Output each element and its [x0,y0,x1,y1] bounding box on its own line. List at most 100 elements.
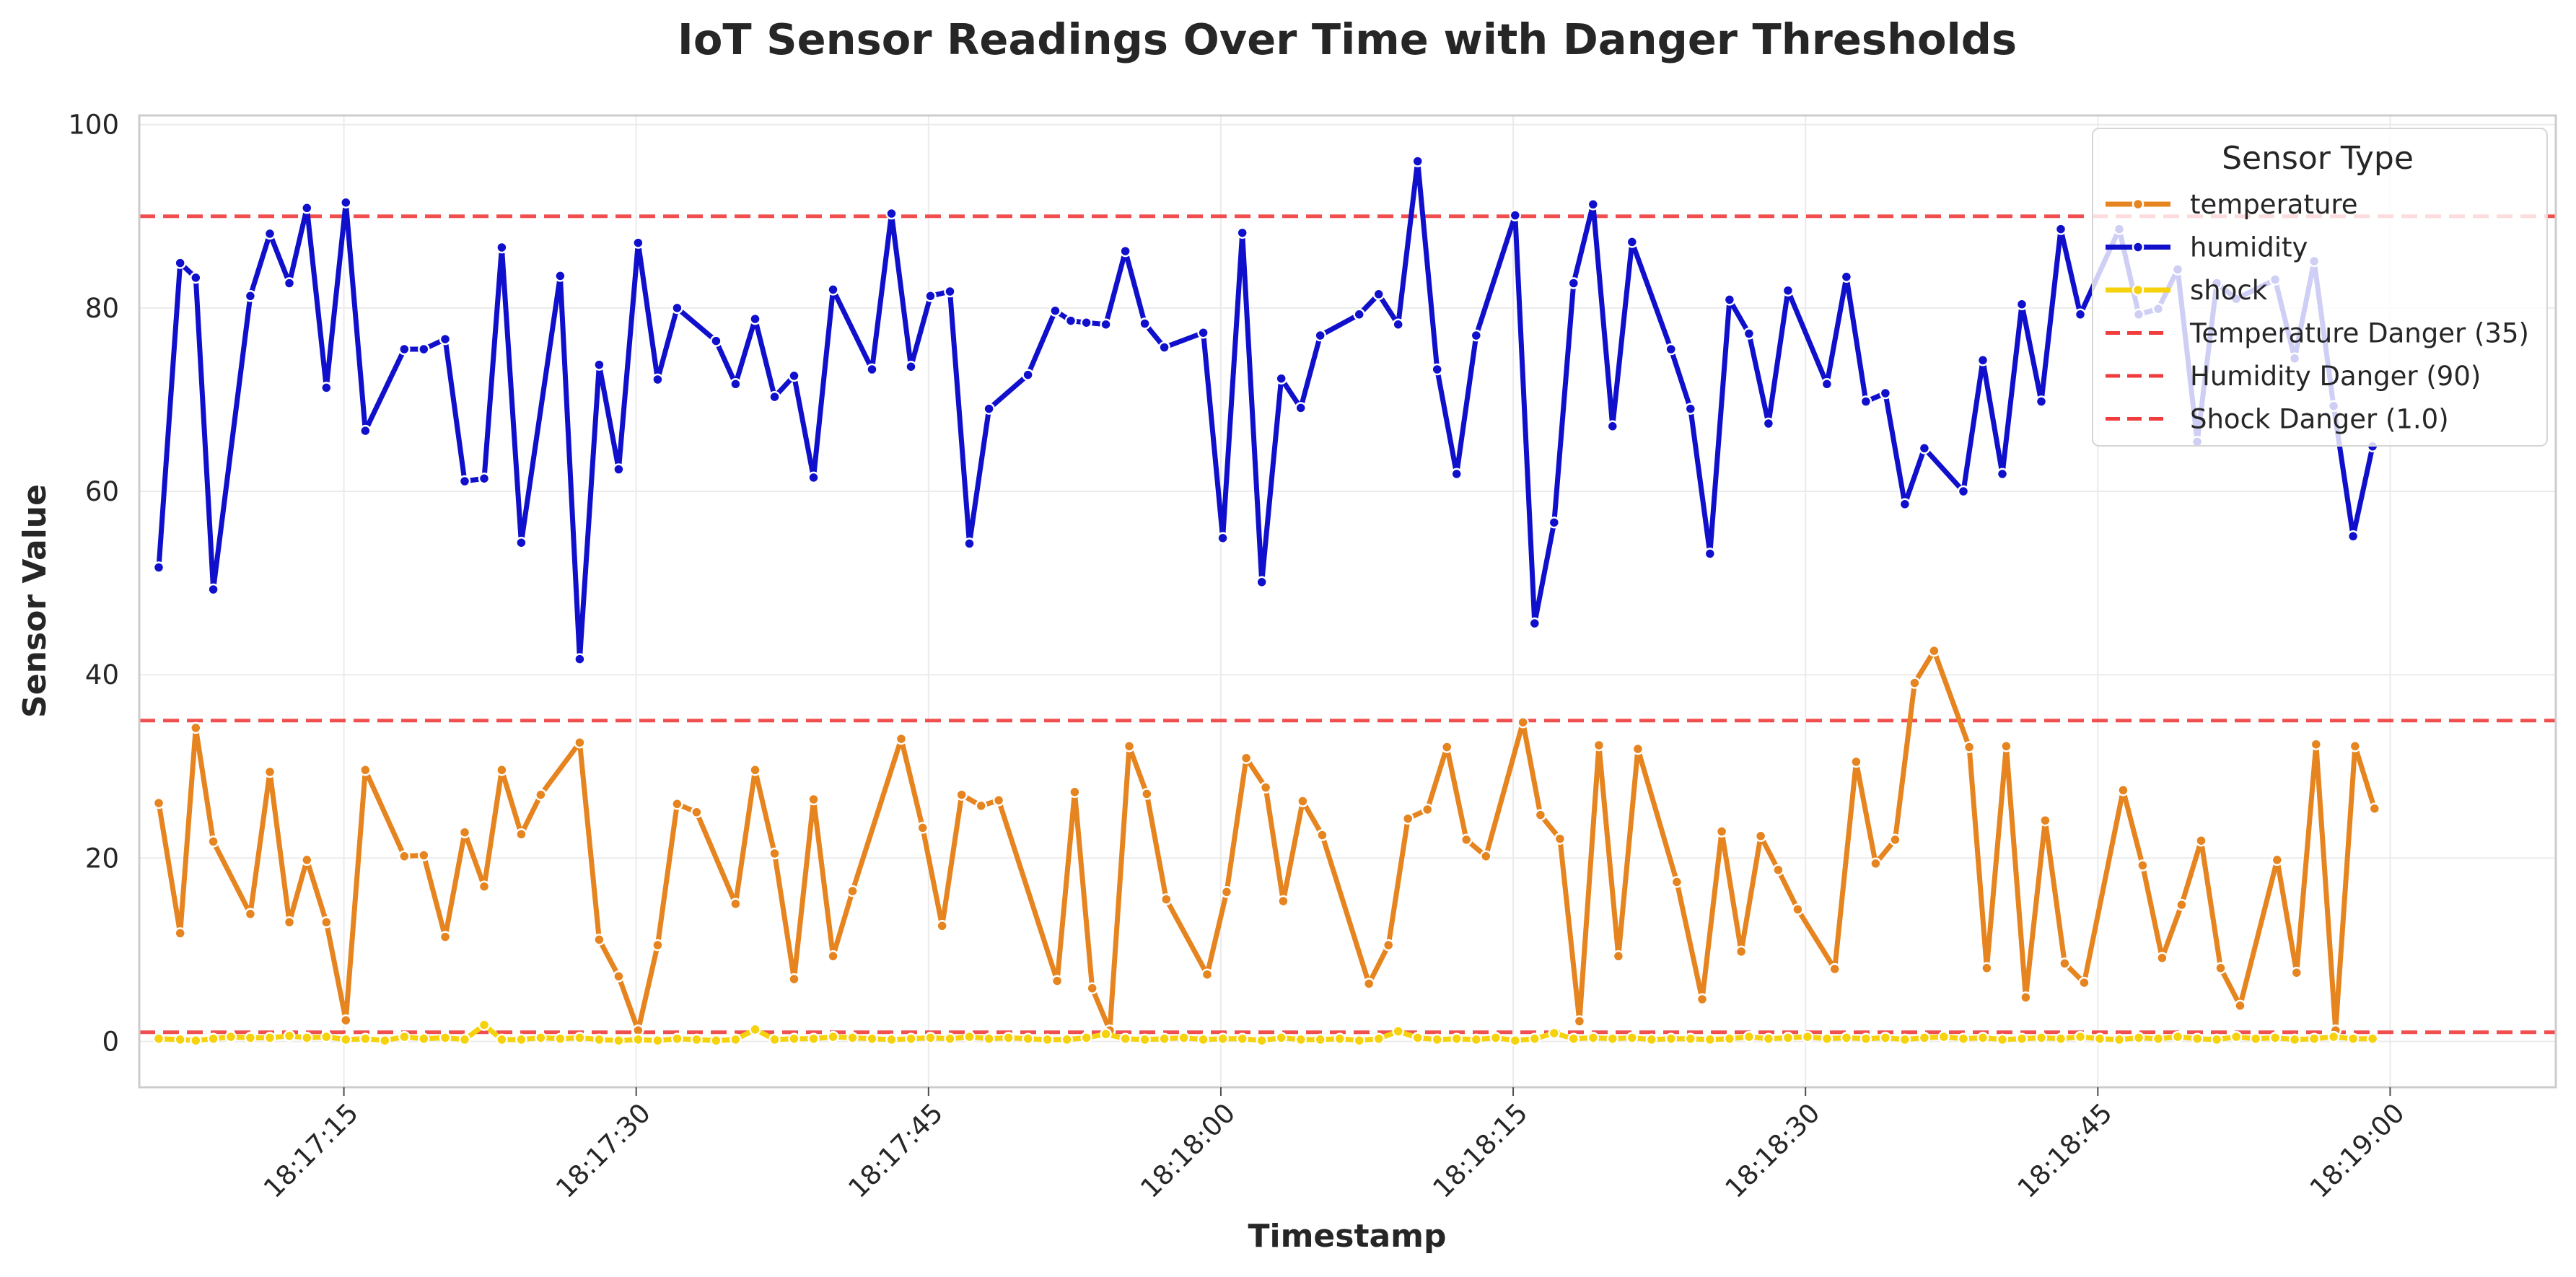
chart-title: IoT Sensor Readings Over Time with Dange… [678,14,2017,64]
data-point [905,360,917,373]
data-point [1704,1033,1717,1046]
data-point [924,1032,937,1044]
data-point [652,939,664,952]
legend-label: Humidity Danger (90) [2190,361,2481,392]
data-point [554,1032,566,1045]
data-point [827,284,839,296]
data-point [340,1014,352,1027]
data-point [1918,1032,1931,1044]
data-point [1139,1033,1151,1046]
data-point [944,1032,956,1045]
data-point [1684,403,1697,415]
data-point [730,898,742,910]
data-point [710,335,722,347]
data-point [574,653,586,665]
data-point [1821,1032,1834,1045]
data-point [1828,962,1841,975]
data-point [768,390,781,403]
data-point [244,290,257,302]
data-point [283,916,296,929]
data-point [1080,1032,1092,1044]
data-point [2269,1032,2282,1044]
data-point [1480,850,1492,863]
data-point [398,343,411,356]
data-point [2290,966,2303,979]
data-point [515,536,527,549]
data-point [1382,939,1395,952]
x-tick-label: 18:18:45 [2012,1097,2119,1204]
data-point [283,277,296,289]
data-point [1123,740,1136,752]
data-point [1236,1032,1248,1045]
data-point [955,789,968,801]
legend-marker [2132,198,2145,211]
data-point [439,931,452,943]
data-point [1937,1030,1950,1043]
data-point [2078,976,2090,989]
legend-item: shock [2106,275,2268,306]
x-axis-label: Timestamp [1248,1218,1446,1255]
data-point [439,1032,452,1044]
data-point [1898,1033,1911,1046]
data-point [593,359,605,371]
data-point [1879,387,1892,400]
data-point [359,424,372,437]
legend-label: humidity [2190,232,2308,263]
series-line [156,648,2378,1033]
data-point [359,1032,372,1045]
legend: Sensor Type temperature humidity shock Temp… [2092,128,2548,447]
data-point [2000,740,2012,752]
data-point [1606,420,1619,433]
data-point [244,908,257,921]
data-point [190,1034,202,1047]
data-point [340,1033,352,1046]
data-point [1889,833,1901,846]
x-tick-label: 18:19:00 [2304,1097,2411,1204]
x-axis-ticks: 18:17:15 18:17:30 18:17:45 18:18:00 18:18:15… [258,1087,2411,1204]
data-point [1996,468,2009,480]
data-point [2074,308,2087,321]
grid [139,115,2556,1087]
data-point [1158,1032,1170,1045]
data-point [2171,1030,2184,1043]
data-point [924,290,937,302]
data-point [1840,271,1853,283]
data-point [1754,830,1767,843]
data-point [301,853,313,866]
data-point [2210,1033,2223,1046]
data-point [2059,957,2071,970]
data-point [1957,485,1970,498]
legend-item: humidity [2106,232,2308,263]
data-point [2035,1032,2048,1044]
plot-frame [138,114,2557,1089]
y-tick-label: 100 [68,110,119,141]
data-point [963,537,976,550]
data-point [1859,1032,1872,1045]
data-point [1440,741,1453,753]
data-point [1470,329,1483,342]
data-point [2368,802,2381,815]
data-point [1064,315,1077,327]
data-point [1049,304,1061,317]
data-point [1051,975,1064,987]
y-tick-label: 40 [85,659,119,690]
data-point [496,764,508,776]
data-point [1645,1033,1658,1046]
data-point [1735,945,1748,958]
data-point [418,849,430,861]
data-point [458,475,471,488]
data-point [2074,1030,2087,1043]
data-point [788,973,800,986]
data-point [866,363,878,376]
data-point [554,270,566,282]
legend-item: Humidity Danger (90) [2106,361,2481,392]
data-point [1141,788,1153,800]
data-point [174,927,186,939]
legend-box [2092,128,2548,447]
data-point [1178,1032,1190,1044]
data-point [768,1033,781,1046]
data-point [1275,1032,1287,1044]
data-point [1314,329,1326,342]
data-point [885,207,898,220]
data-point [1240,752,1253,765]
